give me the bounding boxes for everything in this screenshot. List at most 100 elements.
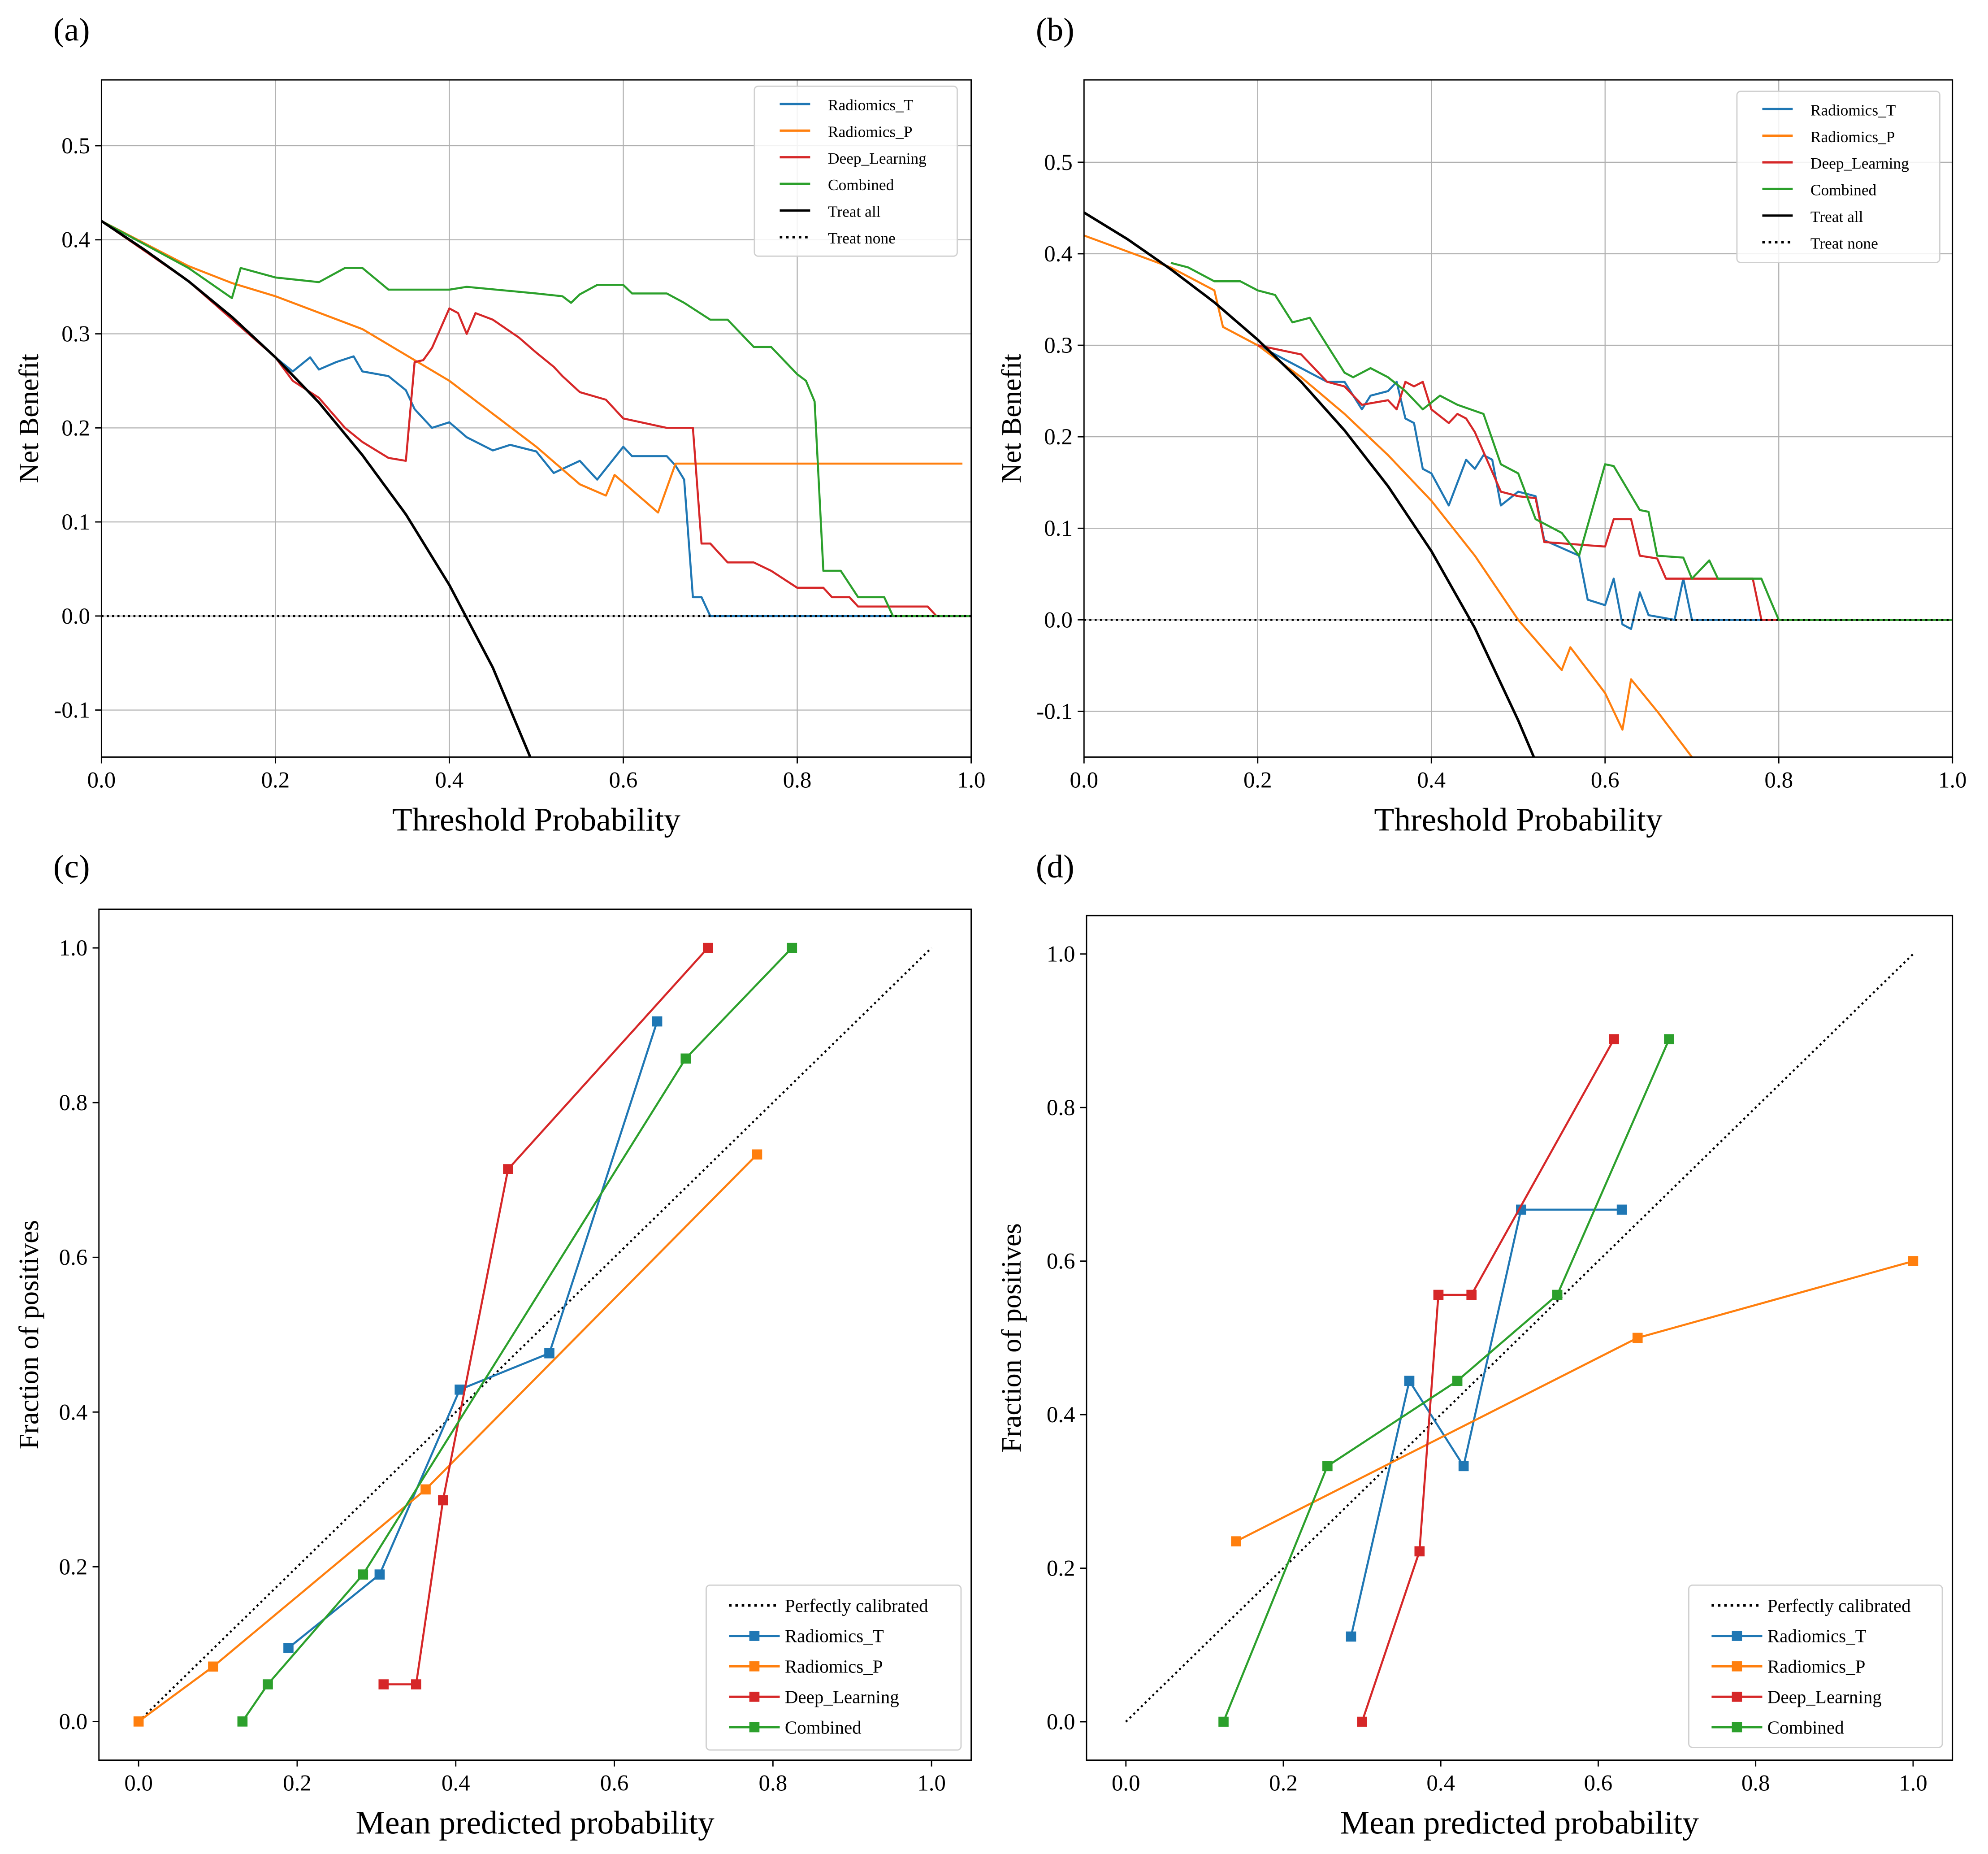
y-tick-label: 0.2 [59, 1554, 88, 1580]
data-point-marker [1357, 1716, 1367, 1727]
data-point-marker [1433, 1290, 1444, 1300]
series-line [101, 220, 532, 757]
legend-marker [1732, 1722, 1742, 1732]
legend-item: Perfectly calibrated [729, 1595, 928, 1616]
series-treat-all [101, 220, 532, 757]
series-line [101, 220, 963, 514]
series-radiomics-p [1084, 234, 1693, 757]
x-tick-label: 0.8 [1741, 1771, 1770, 1796]
legend: Perfectly calibrated Radiomics_T Radiomics… [706, 1584, 962, 1751]
series-perfectly-calibrated [1125, 953, 1914, 1723]
series-perfectly-calibrated [138, 947, 932, 1723]
legend-marker [1732, 1661, 1742, 1672]
data-point-marker [1218, 1716, 1229, 1727]
legend: Perfectly calibrated Radiomics_T Radiomics… [1688, 1584, 1943, 1748]
legend-label: Deep_Learning [1767, 1686, 1882, 1707]
legend-box [706, 1584, 962, 1751]
series-line [1257, 344, 1953, 621]
axes-frame [1083, 79, 1953, 758]
data-point-marker [1414, 1546, 1425, 1557]
x-tick-label: 0.2 [1269, 1771, 1298, 1796]
legend-item: Radiomics_T [780, 96, 913, 114]
series-line [1084, 211, 1535, 757]
legend-label: Combined [1810, 181, 1877, 199]
legend-box [754, 85, 958, 257]
y-tick-label: 0.0 [1044, 608, 1073, 633]
data-point-marker [378, 1679, 389, 1689]
series-line [101, 220, 971, 617]
series-combined [237, 942, 797, 1727]
series-radiomics-t [101, 220, 971, 617]
legend-item: Radiomics_P [780, 122, 913, 140]
x-axis-label: Threshold Probability [392, 801, 680, 838]
legend-item: Deep_Learning [1711, 1686, 1882, 1707]
y-tick-label: 0.1 [1044, 516, 1073, 541]
data-point-marker [1231, 1536, 1241, 1546]
y-tick-label: 0.4 [59, 1400, 88, 1425]
axes-frame [98, 908, 972, 1761]
x-tick-label: 0.0 [87, 768, 116, 793]
y-axis-label: Fraction of positives [996, 1223, 1027, 1453]
y-tick-label: 0.4 [1047, 1402, 1075, 1428]
panel-label: (c) [53, 848, 90, 885]
data-point-marker [702, 942, 713, 953]
legend-label: Radiomics_T [1767, 1626, 1867, 1646]
y-tick-label: 0.5 [1044, 150, 1073, 175]
panel-label: (d) [1036, 848, 1074, 885]
x-tick-label: 0.6 [609, 768, 638, 793]
series-deep-learning [378, 942, 713, 1689]
series-radiomics-t [283, 1016, 663, 1653]
y-tick-label: 0.3 [1044, 333, 1073, 358]
legend-label: Deep_Learning [828, 149, 927, 167]
data-point-marker [208, 1661, 218, 1672]
axes-frame [1086, 915, 1953, 1761]
series-deep-learning [1257, 344, 1953, 621]
data-point-marker [1552, 1290, 1563, 1300]
x-tick-label: 0.4 [1417, 768, 1446, 793]
data-point-marker [1458, 1461, 1469, 1472]
data-point-marker [283, 1643, 294, 1653]
series-combined [1218, 1034, 1674, 1727]
series-line [101, 220, 971, 617]
y-tick-label: 0.5 [61, 134, 90, 159]
x-tick-label: 0.4 [435, 768, 464, 793]
x-tick-label: 0.0 [1070, 768, 1098, 793]
legend-item: Combined [1762, 181, 1877, 199]
legend-label: Radiomics_P [785, 1656, 883, 1677]
legend-label: Treat none [828, 229, 896, 247]
legend: Radiomics_T Radiomics_P Deep_Learning Combi… [1736, 91, 1940, 263]
series-combined [1170, 262, 1953, 621]
y-tick-label: 0.4 [1044, 242, 1073, 267]
legend-item: Radiomics_T [729, 1626, 884, 1646]
y-tick-label: 1.0 [59, 936, 88, 961]
x-tick-label: 0.2 [1243, 768, 1272, 793]
y-tick-label: 0.0 [61, 604, 90, 629]
series-treat-all [1084, 211, 1535, 757]
legend-label: Combined [828, 176, 894, 194]
legend-item: Radiomics_P [1711, 1656, 1865, 1677]
y-tick-label: 0.3 [61, 322, 90, 347]
x-tick-label: 1.0 [1899, 1771, 1927, 1796]
legend-item: Perfectly calibrated [1711, 1595, 1911, 1616]
x-tick-label: 0.6 [1584, 1771, 1613, 1796]
legend-item: Combined [780, 176, 894, 194]
y-tick-label: 0.2 [1044, 425, 1073, 450]
legend-marker [749, 1661, 760, 1672]
data-point-marker [1404, 1376, 1415, 1386]
y-tick-label: 0.8 [59, 1090, 88, 1116]
x-tick-label: 0.8 [759, 1771, 788, 1796]
data-point-marker [237, 1716, 248, 1727]
legend-label: Radiomics_P [1767, 1656, 1866, 1677]
legend-marker [749, 1631, 760, 1641]
x-tick-label: 0.8 [1764, 768, 1793, 793]
x-tick-label: 0.4 [1426, 1771, 1455, 1796]
panel-a: (a) 0.0 0.2 0.4 0.6 0.8 1.0 -0.1 0.0 0.1 0.2 0.3 0.4… [14, 11, 985, 838]
panel-label: (b) [1036, 11, 1074, 48]
panel-label: (a) [53, 11, 90, 48]
x-axis-label: Mean predicted probability [356, 1804, 715, 1841]
y-tick-label: 0.1 [61, 510, 90, 535]
series-line [101, 220, 971, 617]
data-point-marker [1616, 1204, 1627, 1215]
legend-label: Radiomics_P [1810, 128, 1895, 146]
